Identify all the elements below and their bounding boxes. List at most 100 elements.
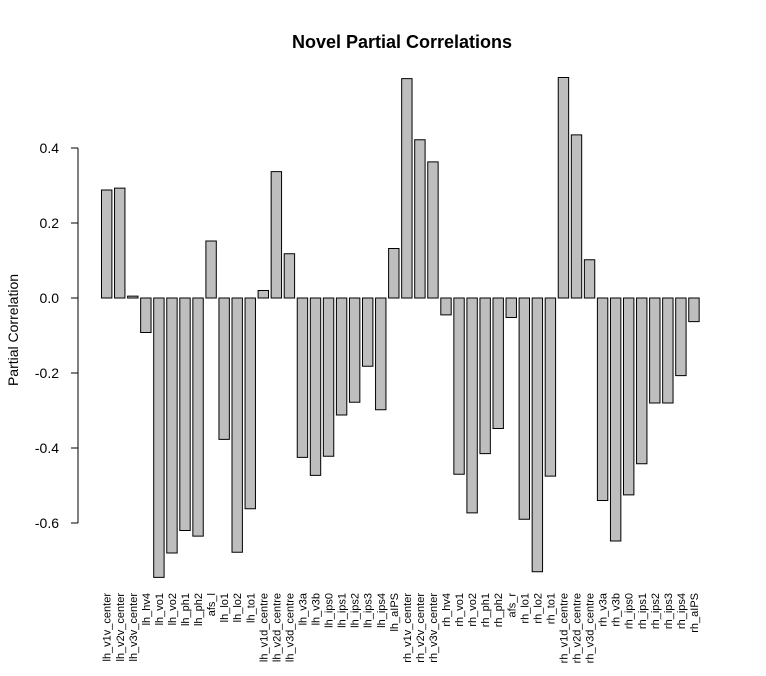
bar-lh_v3a [296, 297, 309, 458]
x-tick-label: lh_ips1 [337, 593, 349, 628]
y-tick-label: -0.6 [35, 515, 59, 531]
y-tick-label: 0.0 [40, 290, 60, 306]
bar-lh_to1 [244, 297, 256, 510]
y-tick-label: -0.2 [35, 365, 59, 381]
x-tick-label: lh_v3b [311, 593, 323, 625]
x-tick-label: lh_v3a [297, 592, 309, 625]
x-tick-label: lh_v2d_centre [271, 593, 283, 662]
x-tick-label: lh_v1d_centre [258, 593, 270, 662]
bar-rh_lo2 [531, 297, 544, 573]
bar-rh_vo2 [466, 297, 478, 514]
bar-rh_v3a [596, 297, 609, 501]
x-tick-label: lh_hv4 [141, 593, 153, 625]
bar-lh_v2d_centre [270, 171, 283, 299]
x-tick-label: lh_v3v_center [128, 593, 140, 662]
x-tick-label: rh_v3d_centre [585, 593, 597, 663]
x-tick-label: rh_v2d_centre [572, 593, 584, 663]
x-tick-label: rh_ips0 [624, 593, 636, 629]
x-tick-label: rh_v2v_center [415, 593, 427, 663]
bar-lh_vo2 [166, 297, 178, 554]
bar-rh_v2d_centre [570, 134, 583, 299]
bar-rh_ips0 [623, 297, 635, 496]
x-tick-label: lh_v1v_center [102, 593, 114, 662]
y-tick-label: 0.2 [40, 215, 60, 231]
x-tick-label: rh_vo1 [454, 593, 466, 627]
bar-lh_hv4 [140, 297, 152, 333]
x-tick-label: rh_v1v_center [402, 593, 414, 663]
bar-lh_ips4 [375, 297, 387, 411]
bar-rh_v3b [609, 297, 622, 542]
x-tick-label: lh_vo1 [154, 593, 166, 625]
bar-afs_l [205, 240, 217, 299]
x-tick-label: rh_v3a [598, 592, 610, 627]
x-tick-label: lh_vo2 [167, 593, 179, 625]
x-tick-label: rh_vo2 [467, 593, 479, 627]
x-tick-label: afs_r [506, 593, 518, 618]
bar-lh_lo2 [231, 297, 243, 553]
x-tick-label: lh_ph2 [193, 593, 205, 626]
bar-rh_ips2 [649, 297, 661, 404]
bar-rh_v3d_centre [583, 259, 596, 299]
x-tick-label: rh_v1d_centre [558, 593, 570, 663]
bar-rh_v3v_center [427, 161, 439, 299]
x-tick-label: lh_aIPS [389, 593, 401, 632]
bar-rh_aIPS [688, 297, 700, 323]
bar-lh_v3d_centre [283, 253, 296, 299]
bar-lh_ph1 [179, 297, 191, 531]
bar-rh_hv4 [440, 297, 452, 316]
bar-lh_v2v_center [114, 187, 126, 299]
bar-rh_vo1 [453, 297, 465, 475]
x-tick-label: rh_ips4 [676, 593, 688, 629]
bar-rh_ph2 [492, 297, 504, 429]
bar-rh_ips1 [636, 297, 648, 465]
x-tick-label: afs_l [206, 593, 218, 616]
x-tick-label: lh_to1 [245, 593, 257, 623]
x-tick-label: lh_v3d_centre [284, 593, 296, 662]
x-tick-label: rh_hv4 [441, 593, 453, 627]
x-tick-label: rh_aIPS [689, 593, 701, 633]
bar-rh_to1 [544, 297, 557, 477]
bar-lh_ips2 [348, 297, 361, 403]
x-tick-label: lh_ips0 [324, 593, 336, 628]
bar-lh_v3b [309, 297, 322, 476]
bar-lh_v1v_center [101, 189, 113, 299]
bar-lh_lo1 [218, 297, 230, 440]
bar-lh_ph2 [192, 297, 204, 537]
y-axis: -0.6 -0.4 -0.2 0.0 0.2 0.4 [35, 140, 79, 531]
x-tick-label: rh_ph1 [480, 593, 492, 627]
bar-lh_ips3 [362, 297, 374, 367]
x-tick-label: lh_ips2 [350, 593, 362, 628]
bar-lh_vo1 [153, 297, 165, 578]
x-tick-label: lh_lo1 [219, 593, 231, 622]
x-tick-label: rh_ph2 [493, 593, 505, 627]
x-tick-label: rh_v3b [611, 593, 623, 627]
bar-lh_aIPS [388, 248, 400, 299]
x-tick-label: lh_lo2 [232, 593, 244, 622]
x-tick-label: rh_lo2 [532, 593, 544, 624]
x-tick-label: lh_ips4 [376, 593, 388, 628]
bar-afs_r [505, 297, 517, 318]
bar-rh_v2v_center [414, 139, 426, 299]
bar-lh_v3v_center [127, 295, 139, 299]
x-tick-label: rh_ips2 [650, 593, 662, 629]
chart-title: Novel Partial Correlations [292, 32, 512, 52]
x-tick-label: rh_ips1 [637, 593, 649, 629]
x-tick-label: lh_ips3 [363, 593, 375, 628]
bar-rh_ips3 [662, 297, 674, 404]
x-tick-label: lh_v2v_center [115, 593, 127, 662]
bar-lh_ips1 [335, 297, 348, 416]
y-tick-label: -0.4 [35, 440, 59, 456]
x-tick-label: rh_lo1 [519, 593, 531, 624]
y-axis-label: Partial Correlation [5, 274, 21, 386]
x-tick-label: rh_ips3 [663, 593, 675, 629]
bar-rh_v1d_centre [557, 77, 570, 299]
bar-lh_ips0 [322, 297, 335, 457]
y-tick-label: 0.4 [40, 140, 60, 156]
x-tick-label: rh_to1 [545, 593, 557, 624]
bar-rh_v1v_center [401, 78, 413, 299]
bar-rh_ph1 [479, 297, 491, 455]
bar-rh_ips4 [675, 297, 687, 377]
x-tick-labels: lh_v1v_center lh_v2v_center lh_v3v_center l… [102, 592, 701, 663]
bar-rh_lo1 [518, 297, 530, 520]
